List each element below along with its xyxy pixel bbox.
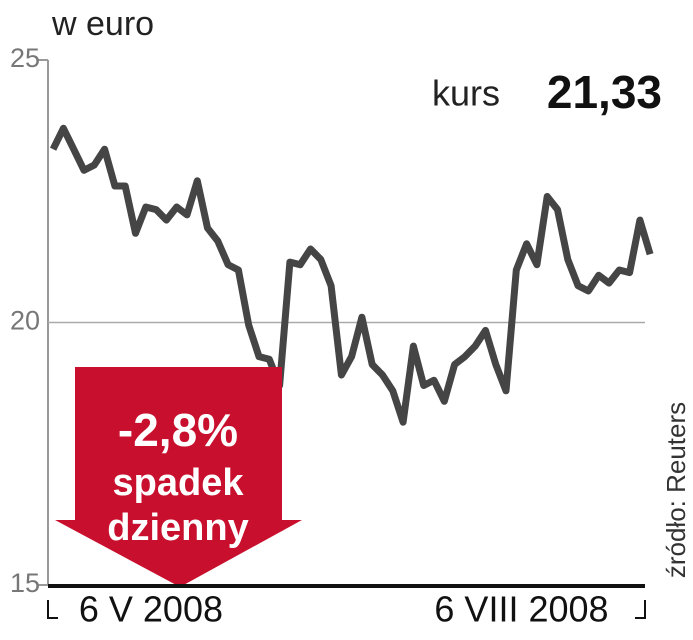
arrow-text: spadek — [113, 462, 245, 504]
y-tick-label: 20 — [10, 306, 40, 336]
source: źródło: Reuters — [661, 402, 691, 578]
price-label: kurs — [432, 73, 500, 114]
arrow — [55, 367, 302, 587]
plot — [38, 59, 654, 586]
series-line — [49, 124, 654, 426]
y-tick-label: 25 — [10, 43, 40, 73]
x-tick-label: 6 VIII 2008 — [434, 589, 608, 630]
y-tick-label: 15 — [10, 568, 40, 598]
arrow-text: dzienny — [107, 507, 248, 549]
price-value: 21,33 — [547, 66, 662, 118]
x-tick-label: 6 V 2008 — [79, 589, 223, 630]
arrow-text: -2,8% — [118, 404, 238, 456]
chart-title: w euro — [51, 5, 154, 43]
x-axis-end — [47, 600, 646, 619]
